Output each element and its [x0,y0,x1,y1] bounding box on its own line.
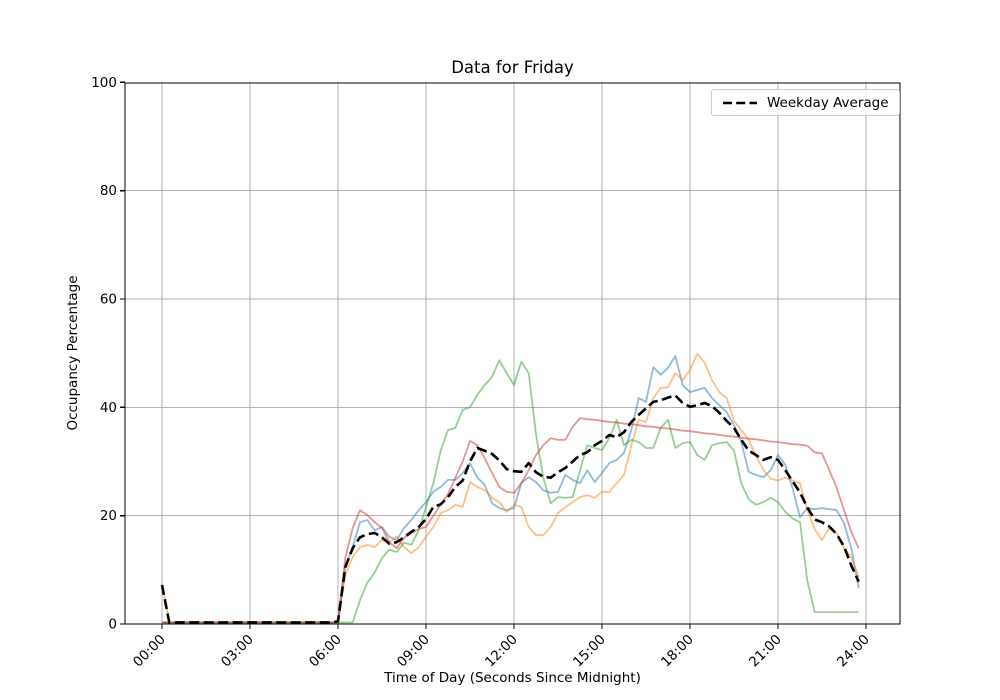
x-tick-label: 09:00 [394,632,433,671]
chart-title: Data for Friday [451,58,574,77]
y-tick-label: 0 [108,617,117,633]
x-tick-label: 15:00 [570,632,609,671]
y-tick-label: 80 [100,183,117,199]
y-tick-label: 20 [100,508,117,524]
data-line-4 [162,417,860,624]
x-tick-label: 12:00 [482,632,521,671]
y-tick-label: 40 [100,400,117,416]
y-tick-label: 60 [100,291,117,307]
x-tick-label: 24:00 [834,632,873,671]
x-tick-label: 03:00 [218,632,257,671]
data-line-1 [162,354,860,624]
data-line-2 [161,352,860,624]
data-line-3 [162,359,859,624]
y-tick-label: 100 [91,75,117,91]
x-tick-label: 00:00 [130,632,169,671]
y-axis-label: Occupancy Percentage [65,275,81,431]
legend-label: Weekday Average [767,94,889,111]
x-axis-label: Time of Day (Seconds Since Midnight) [384,670,641,686]
x-tick-label: 18:00 [658,632,697,671]
axes-frame [124,82,901,625]
x-tick-label: 06:00 [306,632,345,671]
legend: Weekday Average [711,89,900,116]
legend-dashed-line-sample [723,101,757,104]
x-tick-label: 21:00 [746,632,785,671]
average-line [160,394,860,624]
